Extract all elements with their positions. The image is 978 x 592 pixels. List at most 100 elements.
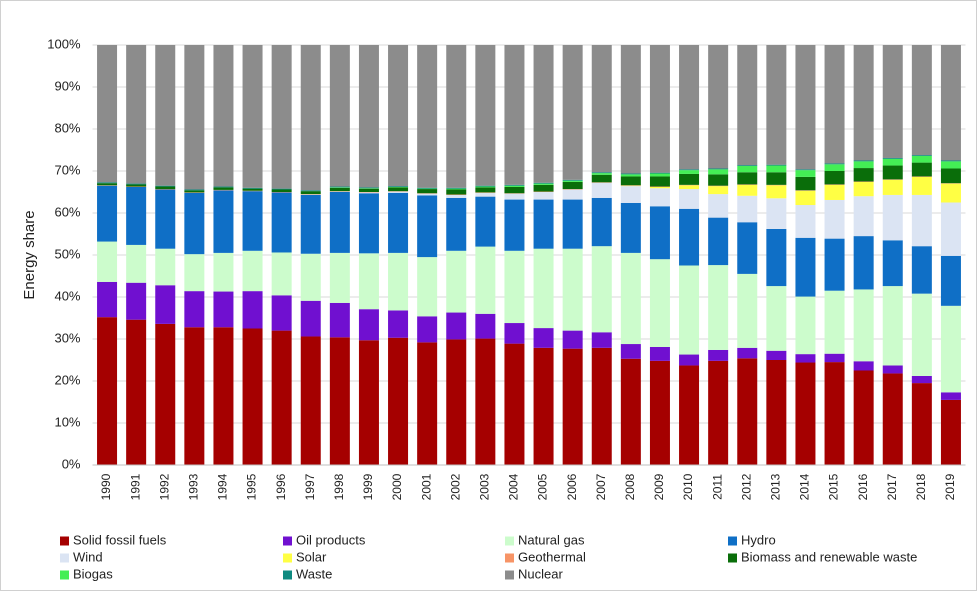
- legend-label: Solid fossil fuels: [73, 532, 167, 547]
- x-tick-label: 2017: [885, 473, 899, 500]
- bar-segment: [417, 195, 438, 258]
- bar-segment: [679, 365, 700, 465]
- bar-segment: [882, 194, 903, 241]
- y-tick-label: 20%: [54, 372, 80, 387]
- bar-segment: [882, 165, 903, 180]
- bar-segment: [155, 45, 176, 186]
- bar-segment: [475, 313, 496, 339]
- bar-segment: [882, 45, 903, 158]
- y-tick-label: 60%: [54, 204, 80, 219]
- bar-segment: [358, 193, 379, 254]
- bar-segment: [708, 169, 729, 175]
- bar-segment: [882, 365, 903, 374]
- bar-segment: [708, 174, 729, 186]
- bar-segment: [388, 187, 409, 192]
- x-tick-label: 2003: [478, 473, 492, 500]
- bar-segment: [649, 173, 670, 177]
- x-tick-label: 2019: [943, 473, 957, 500]
- bar-segment: [824, 290, 845, 354]
- bar-segment: [620, 344, 641, 359]
- bar-segment: [271, 330, 292, 465]
- y-tick-label: 50%: [54, 246, 80, 261]
- bar-segment: [882, 158, 903, 166]
- bar-segment: [824, 362, 845, 465]
- bar-segment: [504, 250, 525, 324]
- bar-segment: [737, 222, 758, 274]
- bar-segment: [388, 45, 409, 187]
- bar-segment: [271, 295, 292, 331]
- bar-segment: [417, 257, 438, 317]
- bar-segment: [475, 338, 496, 465]
- bar-segment: [213, 291, 234, 328]
- bar-segment: [184, 327, 205, 465]
- bar-segment: [271, 189, 292, 192]
- bar-segment: [329, 45, 350, 187]
- bar-segment: [911, 176, 932, 195]
- bar-segment: [737, 165, 758, 166]
- bar-segment: [737, 184, 758, 196]
- bar-segment: [795, 237, 816, 297]
- bar-segment: [911, 155, 932, 163]
- bar-segment: [620, 45, 641, 174]
- bar-segment: [562, 179, 583, 181]
- bar-segment: [911, 155, 932, 156]
- bar-segment: [446, 189, 467, 195]
- bar-segment: [911, 194, 932, 247]
- bar-segment: [766, 172, 787, 185]
- legend-label: Nuclear: [518, 566, 563, 581]
- x-tick-label: 2014: [798, 473, 812, 500]
- x-tick-label: 1998: [332, 473, 346, 500]
- bar-segment: [853, 370, 874, 465]
- x-tick-label: 1999: [361, 473, 375, 500]
- bar-segment: [242, 191, 263, 251]
- bar-segment: [97, 182, 118, 184]
- bar-segment: [591, 172, 612, 174]
- bar-segment: [766, 164, 787, 166]
- bar-segment: [911, 162, 932, 177]
- bar-segment: [766, 360, 787, 465]
- bar-segment: [126, 184, 147, 187]
- bar-segment: [242, 328, 263, 465]
- x-tick-label: 2006: [565, 473, 579, 500]
- bar-segment: [388, 252, 409, 311]
- bar-segment: [329, 337, 350, 465]
- bar-segment: [126, 183, 147, 185]
- x-tick-label: 2004: [507, 473, 521, 500]
- bar-segment: [708, 349, 729, 361]
- bar-segment: [824, 164, 845, 171]
- bar-segment: [679, 173, 700, 185]
- bar-segment: [184, 192, 205, 255]
- legend-swatch: [728, 536, 737, 546]
- x-tick-label: 1996: [274, 473, 288, 500]
- bar-segment: [184, 190, 205, 193]
- y-tick-label: 100%: [47, 36, 81, 51]
- legend-swatch: [505, 553, 514, 563]
- x-tick-label: 2012: [739, 473, 753, 500]
- bar-segment: [795, 176, 816, 191]
- legend-label: Oil products: [296, 532, 366, 547]
- bar-segment: [795, 296, 816, 355]
- bar-segment: [649, 360, 670, 465]
- bar-segment: [620, 174, 641, 177]
- bar-segment: [126, 282, 147, 320]
- bar-segment: [504, 343, 525, 465]
- bar-segment: [562, 189, 583, 200]
- bar-segment: [620, 358, 641, 465]
- bar-segment: [708, 217, 729, 266]
- bar-segment: [708, 360, 729, 465]
- x-tick-label: 2010: [681, 473, 695, 500]
- bar-segment: [853, 45, 874, 161]
- bar-segment: [853, 196, 874, 237]
- legend-label: Waste: [296, 566, 332, 581]
- bar-segment: [358, 253, 379, 310]
- bar-segment: [126, 244, 147, 283]
- bar-segment: [882, 286, 903, 366]
- bar-segment: [417, 45, 438, 188]
- bar-segment: [533, 328, 554, 348]
- bar-segment: [591, 197, 612, 247]
- x-tick-label: 1997: [303, 473, 317, 500]
- bar-segment: [388, 186, 409, 187]
- bar-segment: [737, 358, 758, 465]
- bar-segment: [708, 194, 729, 218]
- bar-segment: [271, 252, 292, 296]
